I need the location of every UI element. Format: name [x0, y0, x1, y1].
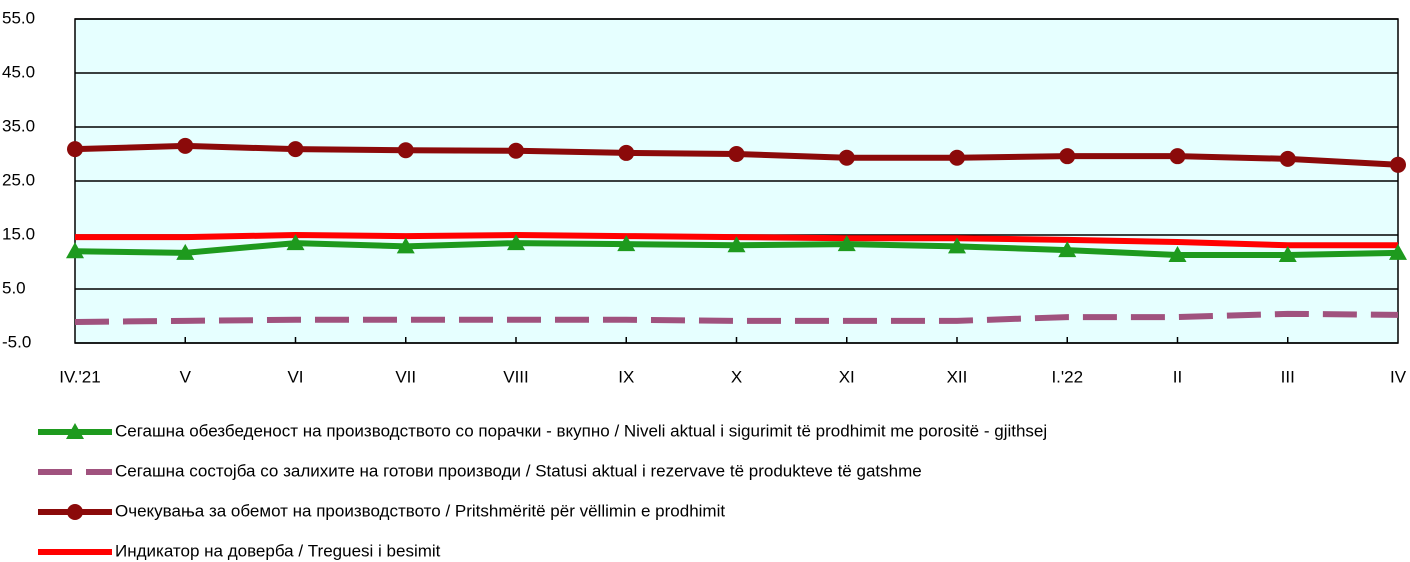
y-tick-label: 5.0	[2, 278, 26, 297]
marker	[949, 149, 965, 166]
marker	[727, 236, 746, 253]
marker	[1278, 245, 1297, 262]
x-tick-label: VIII	[503, 367, 529, 386]
y-tick-label: 25.0	[2, 170, 35, 189]
y-tick-label: 35.0	[2, 116, 35, 135]
marker	[1058, 241, 1077, 258]
marker	[618, 144, 635, 161]
marker	[507, 234, 525, 251]
marker	[508, 142, 524, 159]
marker	[838, 149, 855, 166]
x-tick-label: IX	[618, 367, 634, 386]
marker	[1389, 243, 1407, 260]
marker	[396, 237, 415, 254]
x-tick-label: VI	[287, 367, 303, 386]
legend-label: Очекувања за обемот на производството / …	[115, 501, 725, 520]
marker	[67, 141, 83, 158]
x-tick-label: IV.'21	[59, 367, 100, 386]
legend-label: Индикатор на доверба / Treguesi i besimi…	[115, 541, 441, 560]
marker	[837, 235, 856, 252]
marker	[1279, 150, 1296, 167]
marker	[1168, 245, 1187, 262]
legend-label: Сегашна состојба со залихите на готови п…	[115, 461, 922, 480]
x-tick-label: IV	[1390, 367, 1407, 386]
x-tick-label: VII	[395, 367, 416, 386]
marker	[287, 141, 304, 158]
y-tick-label: 55.0	[2, 8, 35, 27]
marker	[728, 146, 745, 162]
marker	[1169, 148, 1186, 165]
marker	[1390, 156, 1406, 173]
marker	[176, 243, 195, 260]
y-tick-label: 45.0	[2, 62, 35, 81]
marker	[1059, 148, 1076, 165]
x-tick-label: X	[731, 367, 742, 386]
marker	[177, 137, 194, 154]
marker	[286, 234, 305, 251]
x-tick-label: II	[1173, 367, 1182, 386]
marker	[948, 237, 966, 254]
x-tick-label: V	[180, 367, 192, 386]
y-tick-label: -5.0	[2, 332, 31, 351]
marker	[397, 142, 414, 159]
marker	[66, 242, 84, 259]
marker	[617, 235, 636, 252]
x-tick-label: I.'22	[1051, 367, 1083, 386]
y-tick-label: 15.0	[2, 224, 35, 243]
marker	[66, 423, 84, 439]
x-tick-label: XII	[947, 367, 968, 386]
x-tick-label: XI	[839, 367, 855, 386]
legend-label: Сегашна обезбеденост на производството с…	[115, 421, 1047, 440]
x-tick-label: III	[1281, 367, 1295, 386]
series-line	[74, 310, 1399, 325]
marker	[67, 504, 83, 520]
